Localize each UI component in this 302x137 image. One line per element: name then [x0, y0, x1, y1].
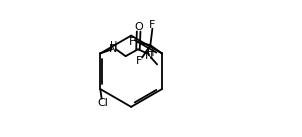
Text: N: N: [145, 51, 153, 61]
Text: O: O: [134, 22, 143, 32]
Text: F: F: [136, 56, 142, 66]
Text: H: H: [146, 48, 154, 58]
Text: F: F: [129, 37, 136, 47]
Text: Cl: Cl: [98, 98, 108, 108]
Text: N: N: [108, 44, 117, 54]
Text: H: H: [110, 41, 118, 51]
Text: F: F: [149, 20, 156, 30]
